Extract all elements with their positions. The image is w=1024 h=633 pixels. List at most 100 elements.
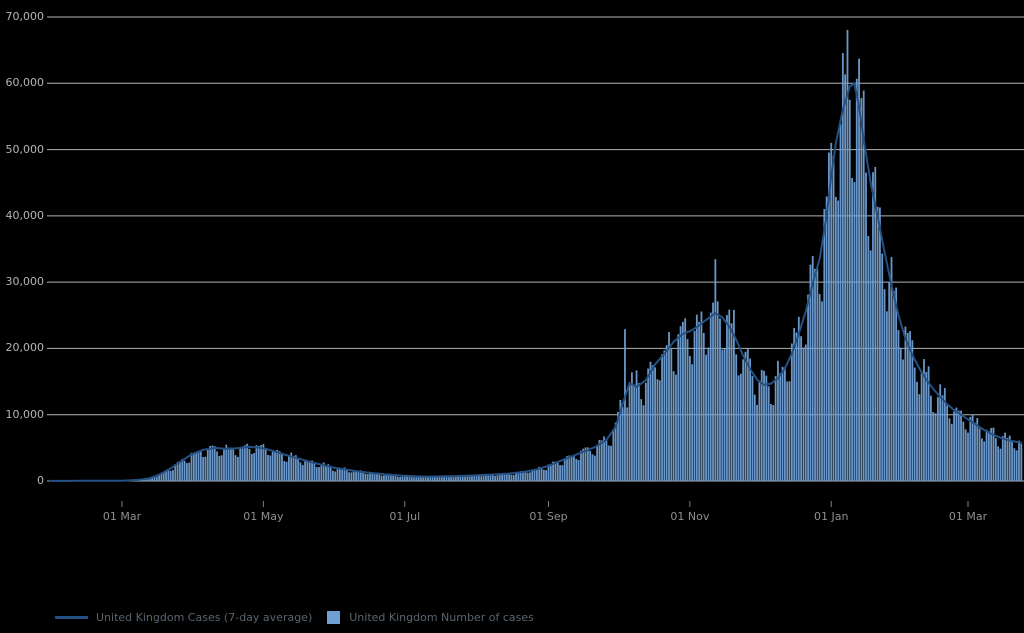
daily-cases-bar (825, 196, 828, 481)
x-axis-tick-label: 01 Mar (102, 510, 142, 523)
daily-cases-bar (508, 473, 510, 481)
daily-cases-bar (473, 475, 476, 481)
daily-cases-bar (325, 465, 327, 481)
daily-cases-bar (206, 449, 209, 481)
daily-cases-bar (165, 470, 167, 481)
daily-cases-bar (753, 394, 756, 481)
y-axis-tick-label: 70,000 (5, 10, 45, 23)
daily-cases-bar (526, 472, 529, 481)
daily-cases-bar (584, 447, 587, 481)
y-axis-tick-label: 60,000 (5, 76, 45, 90)
daily-cases-bar (746, 348, 749, 481)
daily-cases-bar (223, 449, 225, 481)
daily-cases-bar (677, 334, 680, 481)
daily-cases-bar (155, 476, 158, 481)
daily-cases-bar (401, 475, 404, 481)
daily-cases-bar (888, 281, 891, 481)
daily-cases-bar (348, 472, 351, 481)
daily-cases-bar (964, 429, 967, 481)
daily-cases-bar (649, 361, 652, 481)
daily-cases-bar (297, 458, 300, 481)
daily-cases-bar (1013, 448, 1016, 481)
daily-cases-bar (176, 461, 179, 481)
daily-cases-bar (593, 455, 596, 481)
daily-cases-bar (892, 290, 895, 481)
daily-cases-bar (948, 418, 951, 481)
daily-cases-bar (239, 448, 242, 481)
daily-cases-bar (953, 411, 955, 481)
daily-cases-bar (735, 354, 738, 481)
daily-cases-bar (255, 445, 258, 481)
daily-cases-bar (332, 470, 334, 481)
daily-cases-bar (211, 445, 214, 481)
daily-cases-bar (260, 445, 262, 481)
daily-cases-bar (151, 477, 154, 481)
daily-cases-bar (790, 343, 793, 481)
daily-cases-bar (357, 470, 360, 481)
daily-cases-bar (821, 301, 823, 481)
legend-average-label[interactable]: United Kingdom Cases (7-day average) (96, 610, 313, 624)
daily-cases-bar (670, 347, 673, 481)
daily-cases-bar (637, 383, 640, 481)
daily-cases-bar (960, 410, 962, 481)
daily-cases-bar (568, 455, 571, 481)
daily-cases-bar (742, 359, 745, 481)
daily-cases-bars (49, 29, 1023, 482)
daily-cases-bar (795, 332, 798, 481)
daily-cases-bar (621, 406, 624, 481)
daily-cases-bar (443, 476, 446, 481)
daily-cases-bar (327, 464, 330, 481)
average-line-swatch[interactable] (55, 615, 88, 619)
daily-cases-bar (431, 477, 434, 481)
daily-cases-bar (786, 381, 789, 481)
daily-cases-bar (329, 466, 332, 481)
daily-cases-bar (454, 475, 457, 481)
daily-cases-bar (459, 475, 462, 481)
daily-cases-bar (549, 464, 552, 481)
daily-cases-bar (276, 449, 279, 481)
daily-cases-bar (899, 347, 902, 481)
daily-cases-bar (777, 360, 779, 481)
daily-cases-bar (561, 465, 564, 481)
daily-cases-bar (981, 438, 983, 481)
daily-cases-bar (631, 372, 633, 481)
daily-cases-bar (834, 196, 837, 482)
legend-cases-label[interactable]: United Kingdom Number of cases (349, 610, 534, 624)
daily-cases-bar (394, 475, 397, 481)
daily-cases-bar (195, 452, 198, 481)
daily-cases-bar (556, 462, 559, 481)
daily-cases-bar (879, 207, 881, 481)
daily-cases-bar (232, 448, 235, 481)
daily-cases-bar (651, 365, 654, 481)
daily-cases-bar (844, 74, 847, 482)
daily-cases-bar (243, 445, 246, 481)
daily-cases-bar (610, 445, 612, 481)
daily-cases-bar (832, 155, 835, 481)
daily-cases-bar (661, 354, 663, 481)
daily-cases-bar (241, 446, 244, 481)
daily-cases-bar (350, 472, 353, 481)
daily-cases-bar (719, 318, 721, 481)
daily-cases-bar (668, 332, 670, 481)
daily-cases-bar (475, 475, 478, 481)
daily-cases-bar (158, 474, 160, 481)
cases-bar-swatch[interactable] (327, 610, 341, 624)
daily-cases-bar (392, 474, 395, 481)
daily-cases-bar (628, 383, 631, 481)
daily-cases-bar (726, 315, 728, 481)
daily-cases-bar (883, 289, 886, 481)
daily-cases-bar (978, 428, 981, 481)
daily-cases-bar (318, 467, 320, 481)
daily-cases-bar (598, 439, 601, 481)
daily-cases-bar (788, 381, 791, 481)
daily-cases-bar (823, 209, 826, 481)
daily-cases-bar (1004, 432, 1006, 481)
y-axis-tick-label: 50,000 (5, 142, 45, 156)
x-axis-tick-label: 01 Sep (529, 510, 568, 523)
daily-cases-bar (923, 359, 925, 481)
daily-cases-bar (969, 416, 972, 481)
daily-cases-bar (1020, 443, 1023, 481)
daily-cases-bar (814, 268, 816, 481)
daily-cases-bar (580, 450, 582, 481)
x-axis-ticks (121, 501, 969, 507)
